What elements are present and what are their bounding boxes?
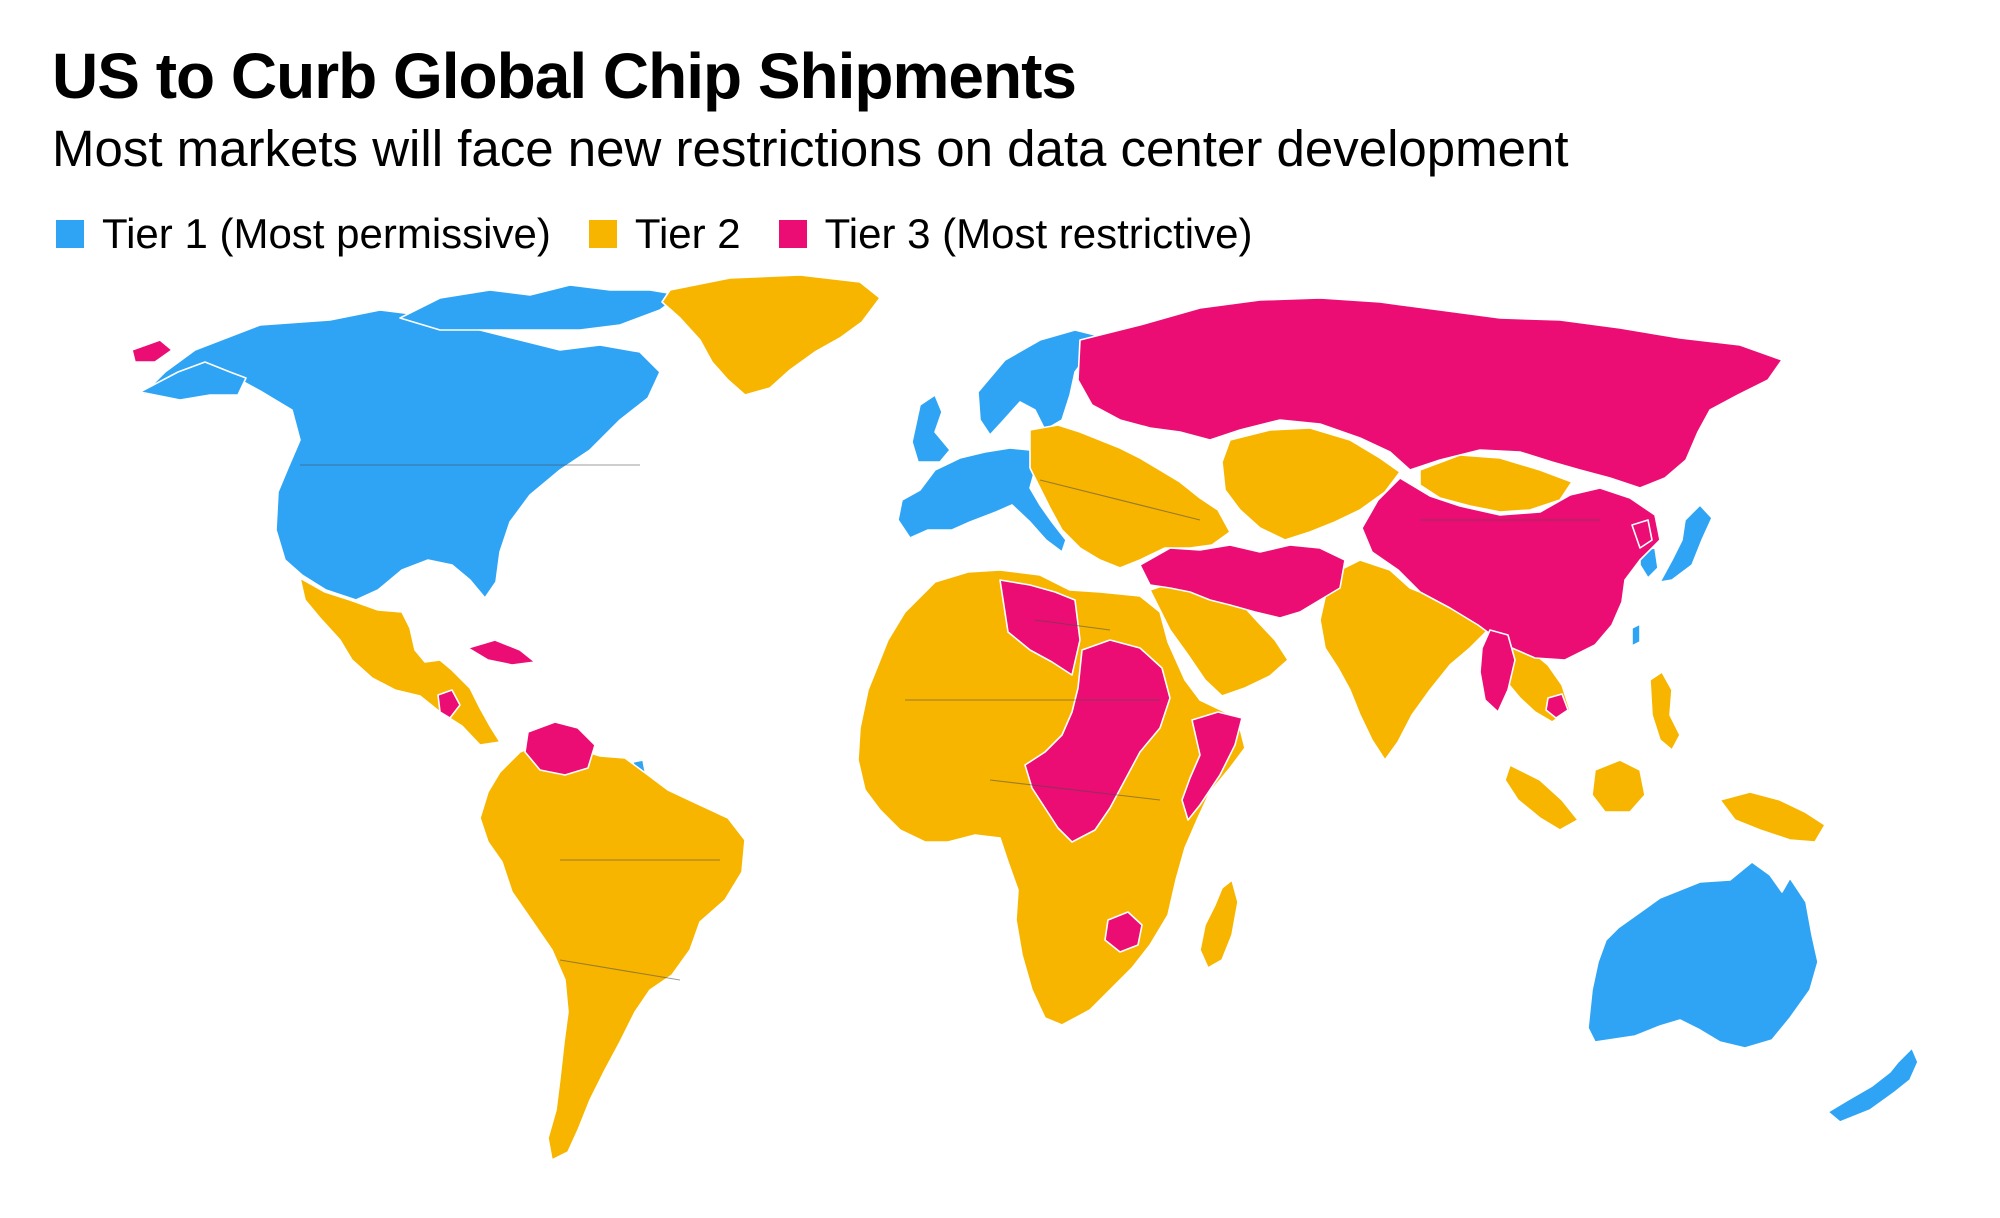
region-uk-ireland (911, 394, 951, 463)
region-philippines (1649, 671, 1681, 751)
region-cuba (467, 639, 536, 666)
world-map (131, 274, 1919, 1161)
legend-item-tier2: Tier 2 (588, 206, 741, 262)
chart-subtitle: Most markets will face new restrictions … (52, 120, 1569, 177)
region-new-guinea (1719, 791, 1826, 843)
region-central-asia (1221, 427, 1401, 541)
tier3-regions (131, 297, 1783, 953)
chart-title: US to Curb Global Chip Shipments (52, 40, 1077, 112)
legend-label-tier3: Tier 3 (Most restrictive) (824, 210, 1253, 257)
region-indonesia (1504, 764, 1579, 831)
tier1-regions (139, 284, 1919, 1123)
region-russia (1077, 297, 1783, 489)
region-western-europe (897, 447, 1067, 553)
region-zimbabwe (1104, 911, 1143, 953)
legend-item-tier3: Tier 3 (Most restrictive) (778, 206, 1253, 262)
region-mongolia (1419, 454, 1573, 513)
region-mexico-central-america (299, 577, 501, 746)
region-scandinavia (977, 329, 1096, 436)
region-aleutian-east-russia (131, 339, 173, 363)
region-taiwan (1631, 623, 1641, 647)
region-borneo (1591, 759, 1646, 813)
region-venezuela (524, 721, 596, 776)
region-north-africa-east (999, 579, 1081, 676)
country-borders (300, 464, 1600, 981)
legend: Tier 1 (Most permissive) Tier 2 Tier 3 (… (56, 206, 1290, 262)
legend-swatch-tier1 (56, 220, 84, 248)
region-japan (1659, 504, 1713, 583)
legend-item-tier1: Tier 1 (Most permissive) (56, 206, 551, 262)
region-sudan-car-drc (1024, 639, 1171, 843)
region-somalia (1181, 711, 1243, 821)
region-new-zealand (1827, 1047, 1919, 1123)
region-alaska (139, 361, 247, 401)
region-myanmar (1479, 629, 1516, 713)
region-south-america (479, 741, 746, 1161)
region-china (1361, 477, 1661, 661)
region-south-asia (1319, 559, 1491, 761)
region-cambodia (1545, 693, 1569, 719)
region-nicaragua (437, 689, 461, 719)
legend-swatch-tier2 (588, 220, 617, 248)
region-north-korea (1631, 519, 1653, 549)
region-iran-iraq-syria-afghanistan (1139, 544, 1346, 619)
legend-swatch-tier3 (778, 220, 807, 248)
region-eastern-europe-middle-east (1029, 424, 1231, 569)
region-greenland (661, 274, 881, 396)
region-australia (1587, 861, 1819, 1049)
region-arctic-islands (399, 284, 681, 331)
legend-label-tier1: Tier 1 (Most permissive) (102, 210, 551, 257)
region-north-america (141, 309, 661, 601)
legend-label-tier2: Tier 2 (634, 210, 741, 257)
region-madagascar (1199, 879, 1239, 969)
